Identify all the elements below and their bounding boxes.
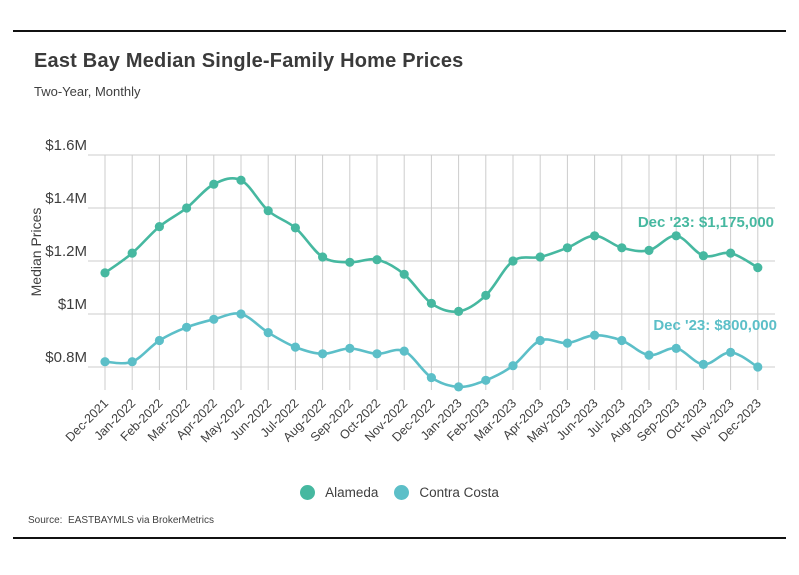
contra-costa-data-point bbox=[263, 328, 273, 338]
alameda-data-point bbox=[372, 255, 382, 265]
alameda-data-point bbox=[562, 243, 573, 253]
alameda-data-point bbox=[318, 252, 328, 262]
top-rule bbox=[13, 30, 786, 32]
alameda-data-point bbox=[154, 222, 164, 232]
y-tick-label: $1.6M bbox=[45, 137, 87, 154]
contra-costa-data-point bbox=[154, 335, 164, 346]
contra-costa-data-point bbox=[290, 342, 300, 352]
legend-item-alameda: Alameda bbox=[300, 485, 378, 500]
alameda-data-point bbox=[726, 248, 736, 258]
source-note: Source: EASTBAYMLS via BrokerMetrics bbox=[28, 515, 214, 526]
alameda-data-point bbox=[290, 223, 300, 233]
alameda-data-point bbox=[263, 206, 273, 216]
contra-costa-data-point bbox=[127, 357, 137, 367]
contra-costa-data-point bbox=[671, 343, 681, 353]
alameda-data-point bbox=[209, 179, 219, 189]
contra-costa-data-point bbox=[318, 349, 328, 359]
legend-dot-icon bbox=[300, 485, 316, 500]
contra-costa-data-point bbox=[508, 361, 518, 371]
alameda-data-point bbox=[753, 263, 763, 273]
legend-dot-icon bbox=[394, 485, 410, 500]
alameda-data-point bbox=[100, 268, 110, 278]
y-tick-label: $0.8M bbox=[45, 349, 87, 366]
chart-title: East Bay Median Single-Family Home Price… bbox=[34, 50, 464, 72]
alameda-data-point bbox=[590, 231, 600, 241]
contra-costa-data-point bbox=[753, 362, 763, 372]
legend-label: Contra Costa bbox=[419, 485, 499, 500]
alameda-data-point bbox=[236, 175, 246, 185]
alameda-data-point bbox=[617, 243, 627, 253]
contra-costa-data-point bbox=[644, 350, 654, 360]
alameda-data-point bbox=[454, 306, 464, 316]
alameda-data-point bbox=[399, 269, 409, 279]
alameda-data-point bbox=[481, 290, 491, 300]
contra-costa-data-point bbox=[726, 347, 736, 357]
contra-costa-data-point bbox=[372, 349, 382, 359]
chart-subtitle: Two-Year, Monthly bbox=[34, 84, 141, 99]
alameda-data-point bbox=[345, 257, 355, 267]
alameda-data-point bbox=[426, 298, 436, 308]
alameda-annotation: Dec '23: $1,175,000 bbox=[638, 214, 774, 231]
contra-costa-data-point bbox=[399, 346, 409, 356]
y-tick-label: $1.4M bbox=[45, 190, 87, 207]
contra-costa-annotation: Dec '23: $800,000 bbox=[653, 317, 777, 334]
contra-costa-data-point bbox=[345, 343, 355, 353]
alameda-data-point bbox=[508, 256, 518, 266]
y-tick-label: $1.2M bbox=[45, 243, 87, 260]
contra-costa-data-point bbox=[209, 314, 219, 324]
contra-costa-data-point bbox=[426, 373, 436, 383]
contra-costa-data-point bbox=[535, 335, 545, 346]
legend-item-contra-costa: Contra Costa bbox=[394, 485, 499, 500]
alameda-data-point bbox=[671, 231, 681, 241]
alameda-data-point bbox=[644, 245, 654, 255]
contra-costa-data-point bbox=[698, 359, 709, 369]
contra-costa-data-point bbox=[617, 335, 627, 346]
legend-label: Alameda bbox=[325, 485, 379, 500]
bottom-rule bbox=[13, 537, 786, 539]
contra-costa-data-point bbox=[100, 357, 110, 367]
contra-costa-data-point bbox=[481, 375, 491, 385]
chart-legend: Alameda Contra Costa bbox=[0, 485, 799, 500]
alameda-data-point bbox=[182, 203, 192, 213]
contra-costa-data-point bbox=[454, 382, 464, 392]
contra-costa-data-point bbox=[236, 309, 246, 319]
y-tick-label: $1M bbox=[58, 296, 87, 313]
contra-costa-data-point bbox=[182, 322, 192, 332]
contra-costa-data-point bbox=[562, 338, 573, 348]
alameda-data-point bbox=[698, 251, 709, 261]
alameda-data-point bbox=[535, 252, 545, 262]
contra-costa-data-point bbox=[590, 330, 600, 340]
alameda-data-point bbox=[127, 248, 137, 258]
